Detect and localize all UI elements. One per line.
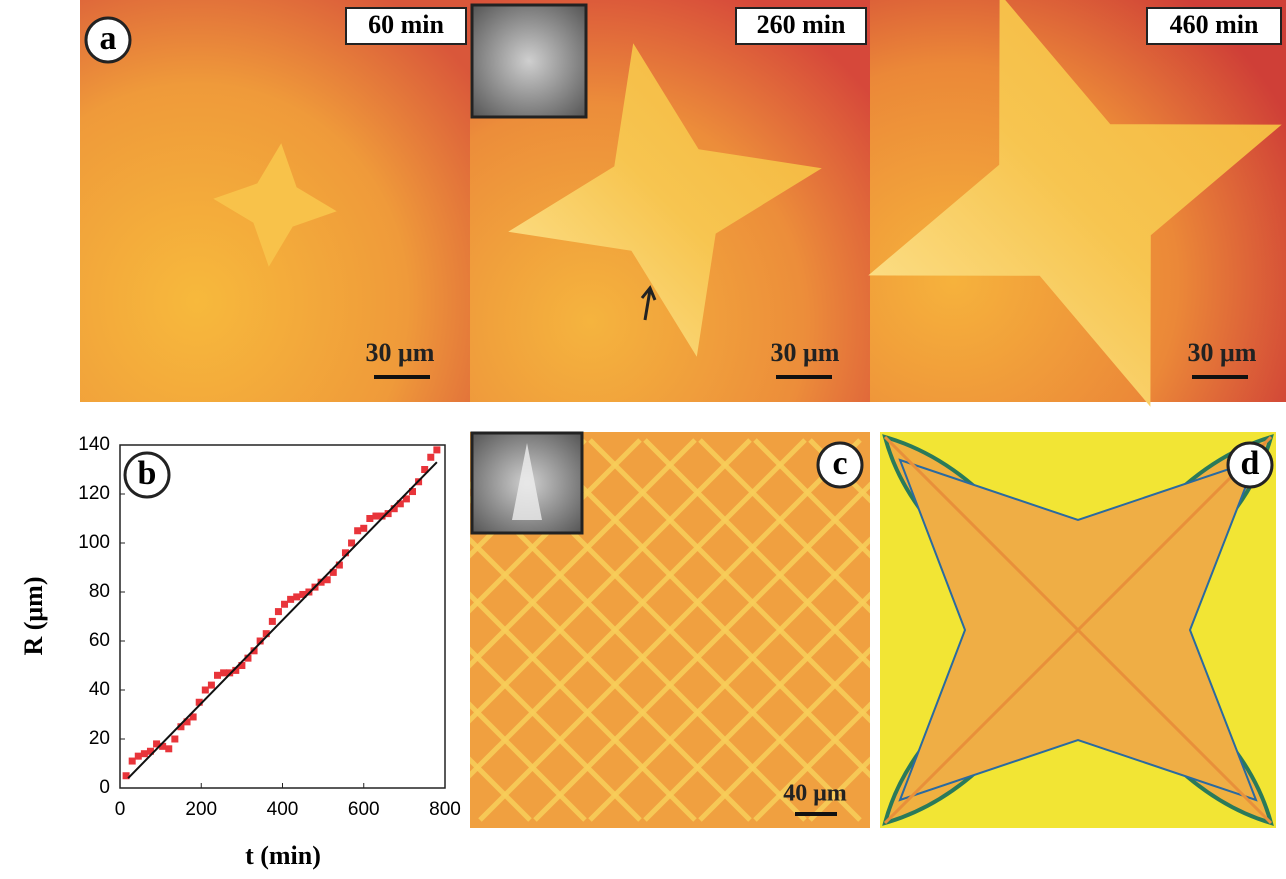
y-tick-label: 0 (99, 777, 110, 798)
x-tick-label: 200 (185, 799, 217, 820)
data-point (220, 669, 227, 676)
data-point (208, 682, 215, 689)
y-tick-label: 40 (89, 679, 110, 700)
scale-label: 30 μm (366, 338, 435, 367)
data-point (165, 745, 172, 752)
data-point (366, 515, 373, 522)
x-tick-label: 800 (429, 799, 461, 820)
y-tick-label: 120 (78, 483, 110, 504)
scale-label: 30 μm (1188, 338, 1257, 367)
data-point (275, 608, 282, 615)
data-point (135, 753, 142, 760)
data-point (202, 687, 209, 694)
scale-bar (776, 375, 832, 379)
data-point (293, 593, 300, 600)
data-point (433, 446, 440, 453)
data-point (129, 758, 136, 765)
x-tick-label: 0 (115, 799, 126, 820)
panel-label: a (100, 20, 117, 57)
data-point (287, 596, 294, 603)
data-point (171, 736, 178, 743)
time-label: 460 min (1170, 10, 1259, 39)
scale-bar (374, 375, 430, 379)
x-axis-title: t (min) (245, 841, 321, 870)
y-tick-label: 100 (78, 532, 110, 553)
data-point (281, 601, 288, 608)
y-axis-title: R (μm) (19, 577, 48, 656)
y-tick-label: 20 (89, 728, 110, 749)
x-tick-label: 600 (348, 799, 380, 820)
inset-a (472, 5, 586, 117)
time-label: 60 min (368, 10, 444, 39)
y-tick-label: 80 (89, 581, 110, 602)
data-point (141, 750, 148, 757)
data-point (354, 527, 361, 534)
data-point (269, 618, 276, 625)
scale-bar (795, 812, 837, 816)
data-point (372, 513, 379, 520)
y-tick-label: 140 (78, 434, 110, 455)
y-tick-label: 60 (89, 630, 110, 651)
data-point (360, 525, 367, 532)
time-label: 260 min (757, 10, 846, 39)
x-tick-label: 400 (267, 799, 299, 820)
data-point (214, 672, 221, 679)
data-point (427, 454, 434, 461)
scale-bar (1192, 375, 1248, 379)
panel-label: c (832, 445, 847, 482)
panel-label: d (1241, 445, 1260, 482)
page: a 60 min 30 μm 260 min 30 μm 460 min 30 … (0, 0, 1286, 879)
panel-label: b (138, 455, 157, 492)
figure: a 60 min 30 μm 260 min 30 μm 460 min 30 … (0, 0, 1286, 879)
chart-b: b t (min) R (μm) 0 20 40 60 80 100 120 140 0 200 4… (19, 434, 461, 870)
scale-label: 30 μm (771, 338, 840, 367)
scale-label: 40 μm (783, 781, 847, 807)
data-point (348, 540, 355, 547)
